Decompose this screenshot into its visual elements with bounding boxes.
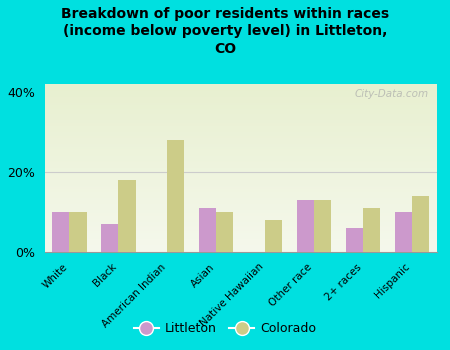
Bar <box>52 212 69 252</box>
Bar <box>412 196 429 252</box>
Bar <box>363 208 380 252</box>
Bar <box>346 228 363 252</box>
Bar <box>216 212 234 252</box>
Bar <box>199 208 216 252</box>
Bar <box>314 200 331 252</box>
Text: Breakdown of poor residents within races
(income below poverty level) in Littlet: Breakdown of poor residents within races… <box>61 7 389 56</box>
Text: City-Data.com: City-Data.com <box>355 89 429 99</box>
Bar <box>265 220 282 252</box>
Bar <box>167 140 184 252</box>
Bar <box>118 180 135 252</box>
Bar <box>395 212 412 252</box>
Bar <box>297 200 314 252</box>
Legend: Littleton, Colorado: Littleton, Colorado <box>129 317 321 340</box>
Bar <box>101 224 118 252</box>
Bar <box>69 212 86 252</box>
